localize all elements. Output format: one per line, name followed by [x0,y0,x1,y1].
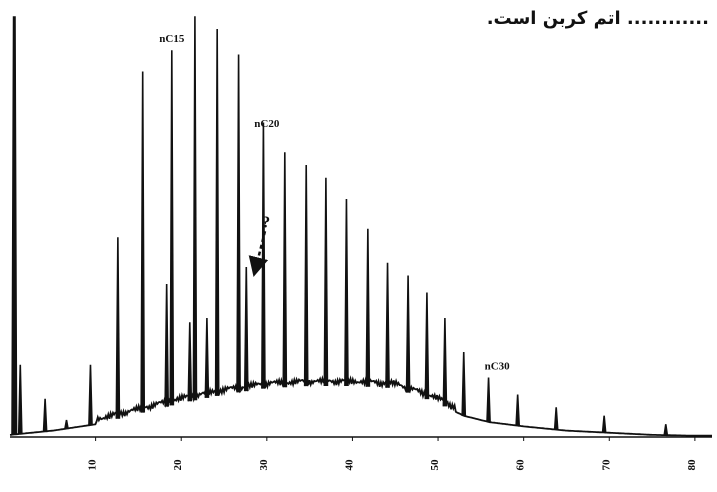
peak-20 [365,228,371,387]
peak-label-nc30: nC30 [485,360,511,372]
baseline-trace [9,374,712,437]
peak-12 [214,28,220,396]
peak-9 [187,322,193,402]
peak-10 [192,16,198,401]
peak-7 [164,283,170,407]
peak-24 [442,317,448,407]
x-tick-label-70: 70 [600,459,612,471]
peak-13 [236,54,241,393]
x-tick-label-10: 10 [87,459,99,471]
peak-28 [553,407,559,430]
peak-5 [115,237,121,419]
peak-15 [261,122,266,389]
peak-18 [323,177,329,387]
peak-22 [405,275,411,393]
peak-27 [515,394,521,426]
peak-29 [601,415,607,433]
peak-17 [303,164,309,387]
question-caption: ............ اتم کربن است. [486,8,709,29]
x-tick-label-30: 30 [258,459,270,471]
peak-8 [169,50,175,406]
peak-11 [204,317,210,398]
peak-1 [17,364,23,434]
x-tick-label-60: 60 [515,459,527,471]
peak-19 [344,198,349,387]
peak-26 [486,377,491,422]
x-tick-label-40: 40 [343,459,355,471]
x-tick-label-80: 80 [686,459,698,471]
peak-21 [385,262,390,388]
peak-label-nc20: nC20 [254,118,280,130]
peak-30 [663,424,669,436]
peak-4 [88,364,93,426]
question-mark-label: ? [262,212,271,231]
peak-2 [42,398,48,432]
peak-23 [424,292,430,400]
peak-6 [140,71,146,413]
x-tick-label-50: 50 [429,459,441,471]
peak-25 [461,351,467,416]
question-arrow [248,230,269,277]
peak-0 [11,16,18,435]
peak-14 [243,266,249,392]
peak-label-nc15: nC15 [159,33,185,45]
x-tick-label-20: 20 [172,459,184,471]
peak-16 [282,152,288,388]
peak-3 [64,419,69,429]
